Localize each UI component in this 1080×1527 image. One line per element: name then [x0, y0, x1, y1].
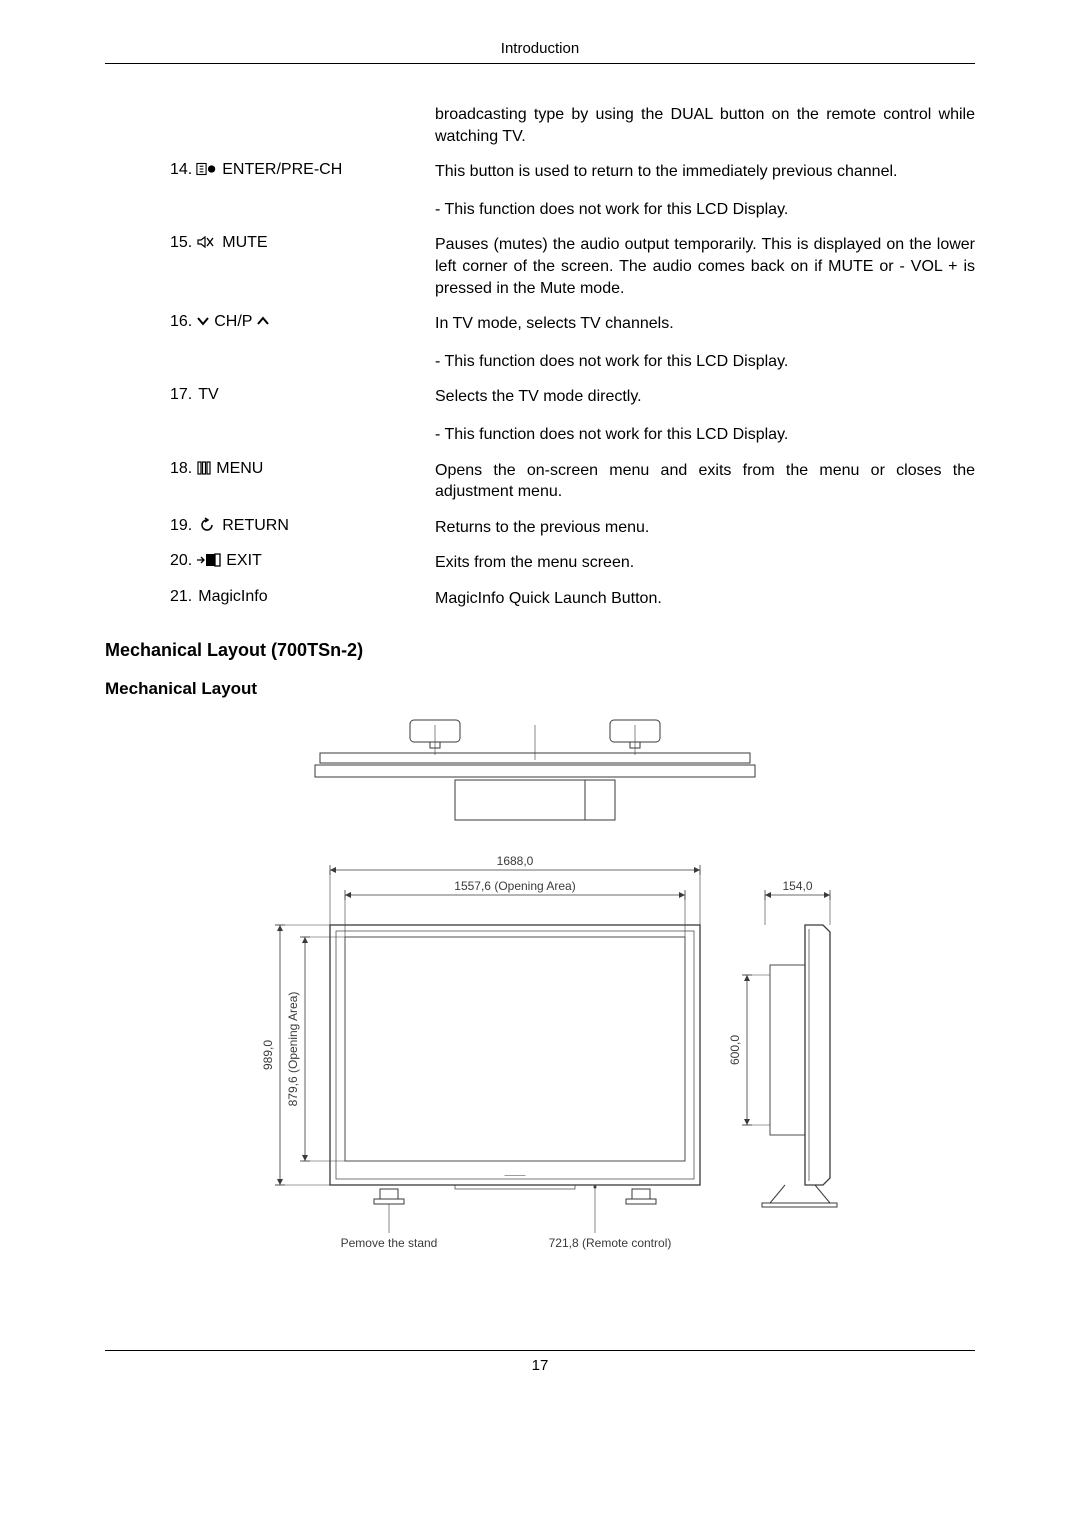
svg-text:154,0: 154,0: [782, 879, 812, 893]
enter-prech-icon: [196, 161, 218, 177]
item-desc: MagicInfo Quick Launch Button.: [435, 588, 975, 610]
svg-text:Pemove the stand: Pemove the stand: [341, 1236, 438, 1250]
section-title: Mechanical Layout (700TSn-2): [105, 640, 975, 661]
mute-icon: [196, 234, 218, 250]
item-num: 18.: [170, 460, 192, 478]
item-17: 17. TV Selects the TV mode directly. - T…: [105, 386, 975, 445]
item-19: 19. RETURN Returns to the previous menu.: [105, 517, 975, 539]
item-desc: Opens the on-screen menu and exits from …: [435, 460, 975, 503]
item-name: MagicInfo: [198, 588, 267, 606]
item-desc: Returns to the previous menu.: [435, 517, 975, 539]
item-num: 20.: [170, 552, 192, 570]
svg-text:879,6 (Opening Area): 879,6 (Opening Area): [286, 991, 300, 1106]
intro-continuation: broadcasting type by using the DUAL butt…: [435, 104, 975, 147]
chevron-up-icon: [256, 313, 270, 329]
svg-text:1688,0: 1688,0: [497, 854, 534, 868]
mechanical-diagram: 1688,0 1557,6 (Opening Area) ——— 989,0 879,6…: [105, 715, 975, 1290]
item-name: MENU: [216, 460, 263, 478]
item-desc: In TV mode, selects TV channels.: [435, 313, 975, 335]
item-21: 21. MagicInfo MagicInfo Quick Launch But…: [105, 588, 975, 610]
svg-text:989,0: 989,0: [261, 1039, 275, 1069]
svg-text:600,0: 600,0: [728, 1034, 742, 1064]
menu-icon: [196, 460, 212, 476]
item-18: 18. MENU Opens the on-screen menu and ex…: [105, 460, 975, 503]
item-name: CH/P: [214, 313, 252, 331]
item-name: ENTER/PRE-CH: [222, 161, 342, 179]
item-note: - This function does not work for this L…: [435, 424, 975, 446]
item-note: - This function does not work for this L…: [435, 351, 975, 373]
return-icon: [196, 517, 218, 533]
page-header: Introduction: [105, 40, 975, 64]
chevron-down-icon: [196, 313, 210, 329]
item-desc: Selects the TV mode directly.: [435, 386, 975, 408]
page-number: 17: [105, 1350, 975, 1374]
svg-text:721,8 (Remote control): 721,8 (Remote control): [549, 1236, 672, 1250]
item-20: 20. EXIT Exits from the menu screen.: [105, 552, 975, 574]
svg-text:———: ———: [505, 1172, 526, 1179]
item-num: 16.: [170, 313, 192, 331]
item-note: - This function does not work for this L…: [435, 199, 975, 221]
item-desc: Pauses (mutes) the audio output temporar…: [435, 234, 975, 299]
section-subtitle: Mechanical Layout: [105, 679, 975, 699]
item-num: 14.: [170, 161, 192, 179]
item-desc: Exits from the menu screen.: [435, 552, 975, 574]
item-name: TV: [198, 386, 218, 404]
item-16: 16. CH/P In TV mode, selects TV channels…: [105, 313, 975, 372]
item-desc: This button is used to return to the imm…: [435, 161, 975, 183]
item-num: 21.: [170, 588, 192, 606]
item-name: EXIT: [226, 552, 262, 570]
item-name: MUTE: [222, 234, 267, 252]
item-num: 19.: [170, 517, 192, 535]
item-num: 17.: [170, 386, 192, 404]
exit-icon: [196, 552, 222, 568]
item-num: 15.: [170, 234, 192, 252]
item-15: 15. MUTE Pauses (mutes) the audio output…: [105, 234, 975, 299]
item-14: 14. ENTER/PRE-CH This button is used to …: [105, 161, 975, 220]
svg-text:1557,6 (Opening Area): 1557,6 (Opening Area): [454, 879, 575, 893]
item-name: RETURN: [222, 517, 289, 535]
